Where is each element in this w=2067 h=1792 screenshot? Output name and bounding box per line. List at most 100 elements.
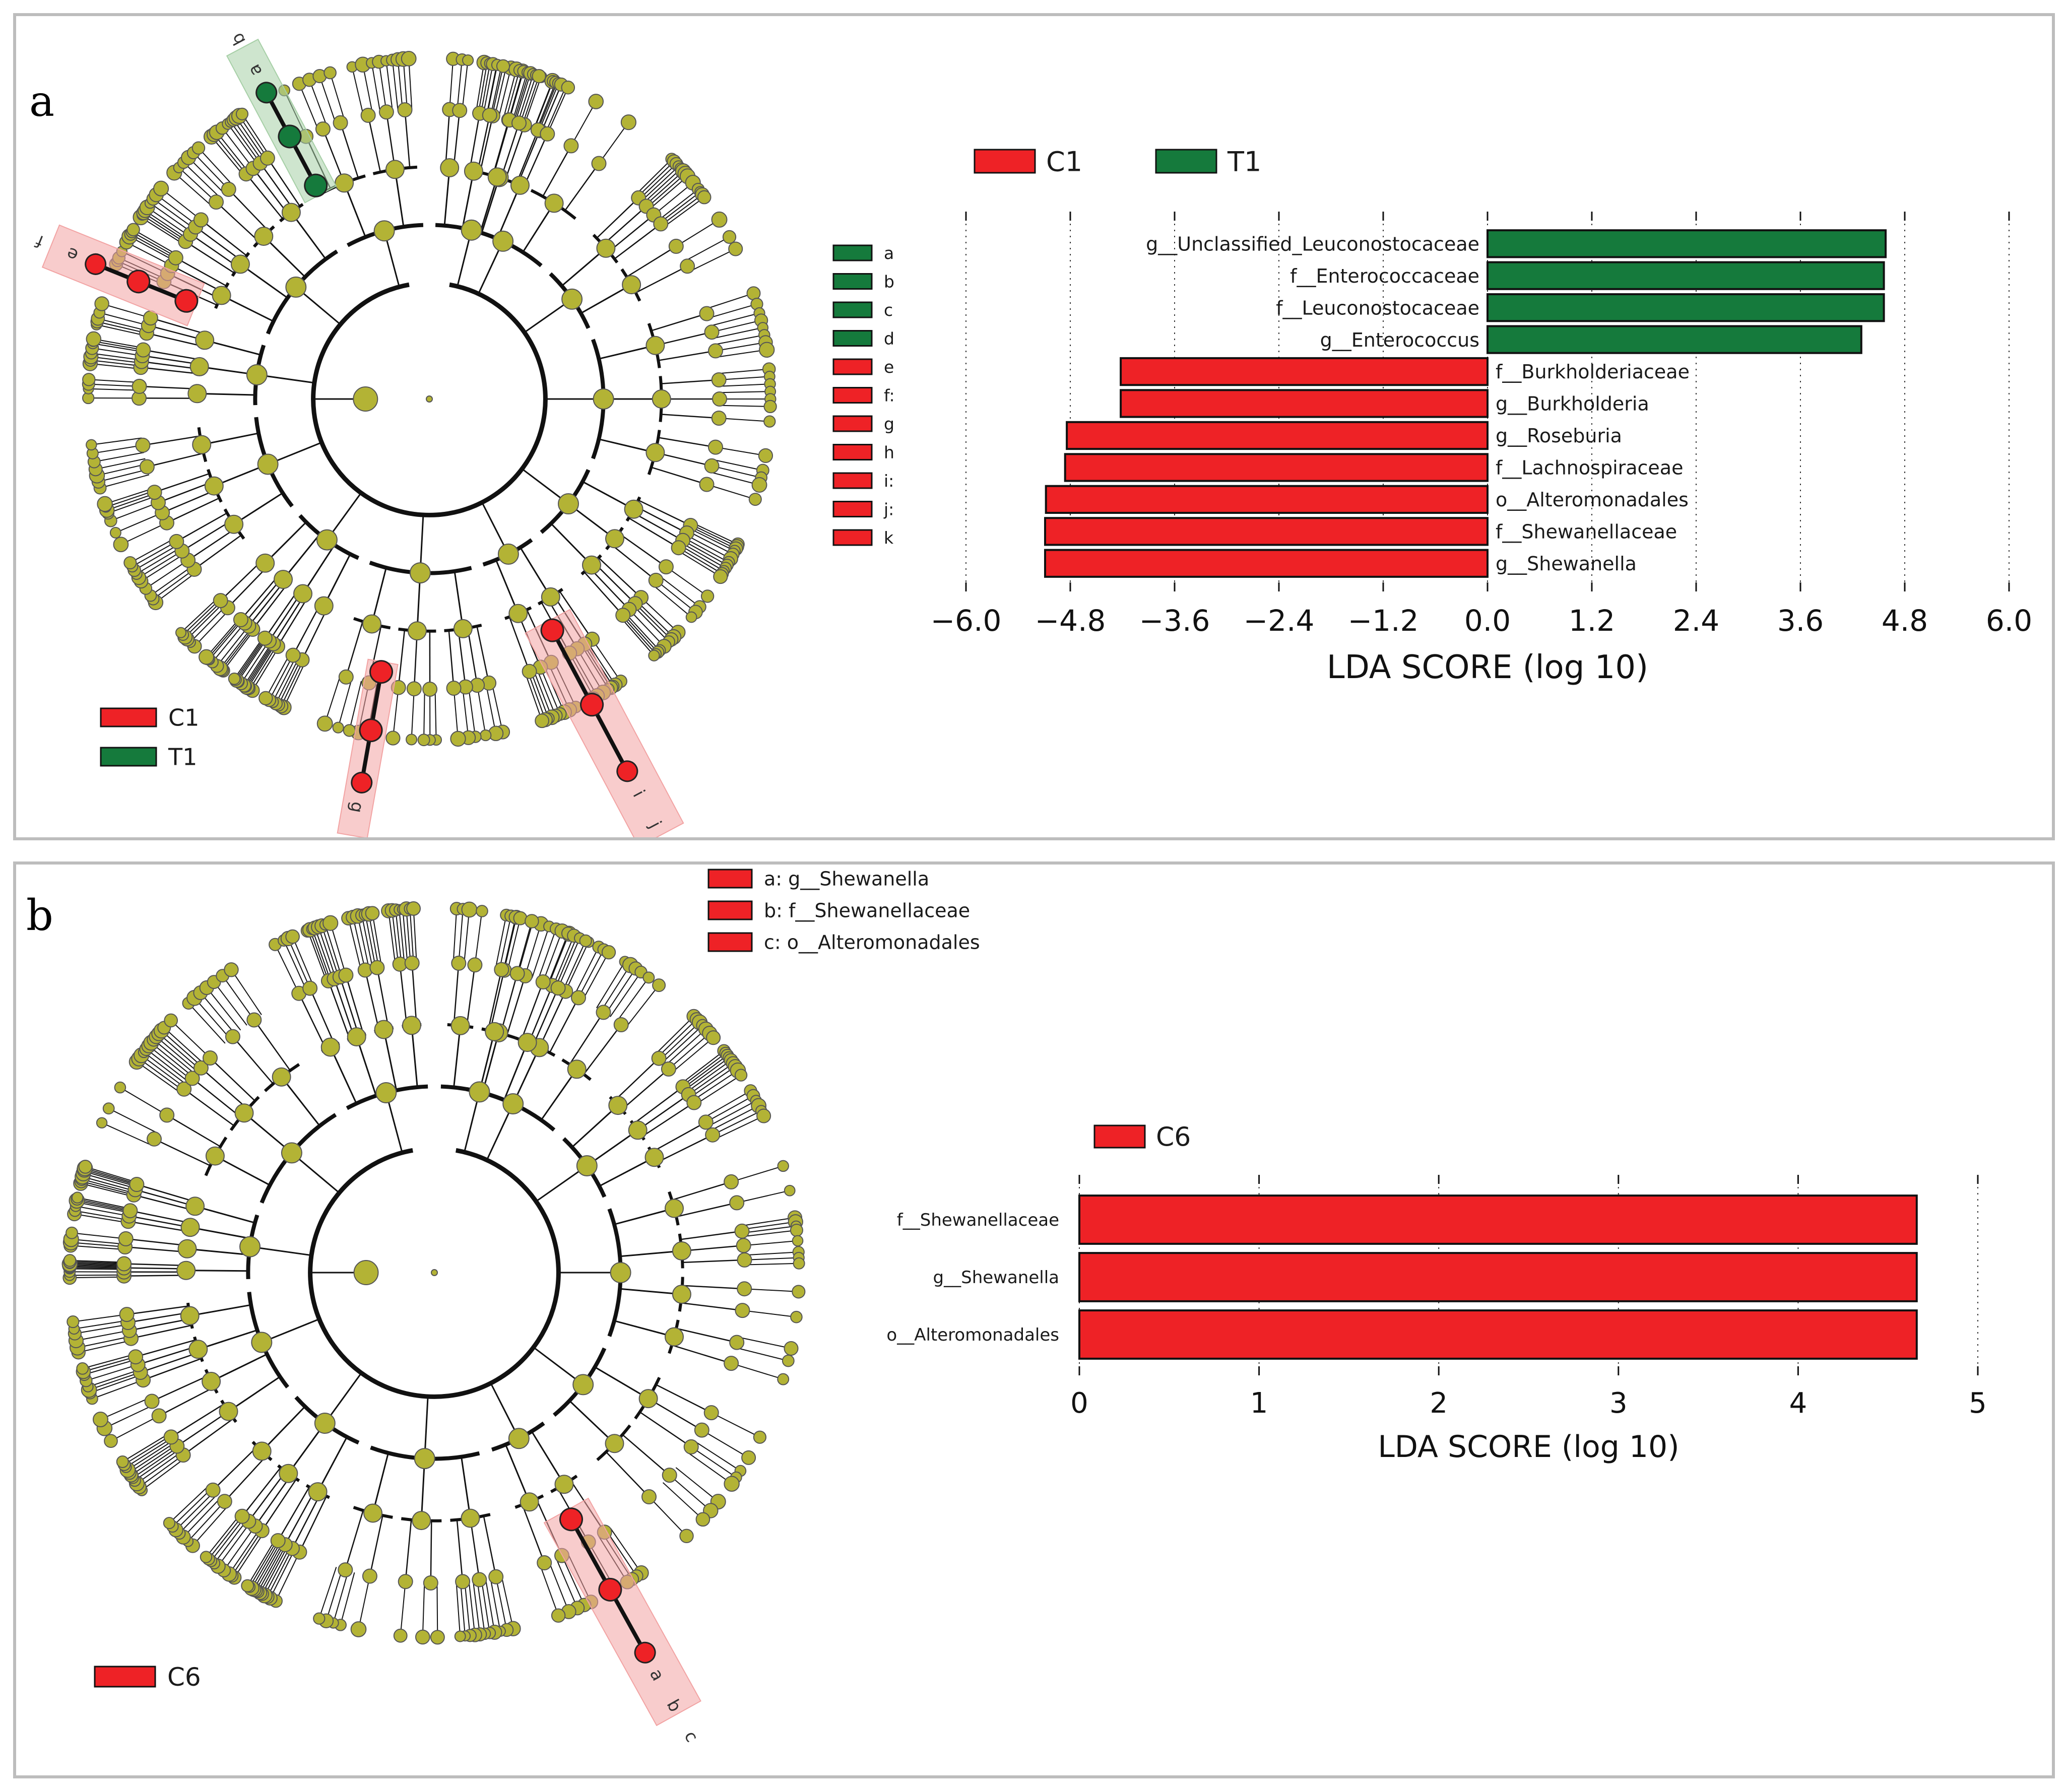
pb-branch [134, 1449, 180, 1481]
pa-node [440, 158, 460, 177]
pa-branch [710, 312, 760, 326]
pb-branch [70, 1262, 124, 1265]
pa-clade-node [580, 693, 604, 717]
pb-branch [284, 1490, 316, 1545]
pa-branch [655, 331, 712, 346]
pa-branch [658, 350, 716, 361]
pa-node [508, 604, 528, 623]
pb-branch [262, 1546, 288, 1595]
pb-branch [500, 973, 518, 1034]
pb-node [129, 1177, 145, 1192]
pb-branch [548, 933, 570, 984]
pb-branch [124, 1263, 186, 1267]
pb-branch [328, 980, 351, 1040]
pa-branch [101, 303, 151, 319]
pb-node [652, 978, 666, 992]
pa-branch [658, 188, 699, 221]
pb-branch [122, 1433, 169, 1463]
pb-branch [637, 1094, 689, 1131]
pb-branch [161, 1030, 203, 1068]
pb-branch [657, 1019, 697, 1057]
pa-node [708, 439, 723, 455]
pb-node [737, 1281, 752, 1297]
pb-branch [70, 1276, 124, 1279]
pb-node [642, 971, 655, 984]
pa-key-legend-label: f: [884, 385, 895, 405]
pa-branch [252, 168, 289, 215]
pb-branch [77, 1199, 131, 1211]
pa-branch [129, 236, 175, 261]
pa-bar [1045, 485, 1489, 514]
pa-clade-node [255, 82, 278, 104]
pb-branch [714, 1115, 764, 1140]
pb-branch [228, 1529, 261, 1574]
pb-branch [260, 1545, 287, 1594]
pa-branch [277, 596, 309, 647]
pa-branch [141, 553, 184, 582]
pa-branch [598, 122, 629, 164]
pb-branch [172, 1488, 212, 1527]
pa-branch [147, 207, 190, 237]
pa-branch [160, 188, 202, 221]
pb-bar-label: g__Shewanella [933, 1268, 1059, 1288]
pa-node [353, 386, 378, 412]
pb-node [792, 1285, 806, 1299]
pb-branch [222, 975, 255, 1021]
panel-a-canvas: abefghijkC1T1abcdef:ghi:j:kC1T1−6.0−4.8−… [33, 29, 2032, 865]
pb-branch [141, 1054, 185, 1088]
pa-node [257, 630, 273, 646]
pb-branch [212, 1446, 258, 1491]
pa-node [417, 734, 430, 747]
pa-branch [411, 689, 415, 740]
pb-node [78, 1160, 93, 1174]
pa-branch [598, 345, 656, 360]
pb-branch [648, 1398, 702, 1431]
pa-node [132, 378, 147, 394]
pa-node [480, 729, 492, 742]
pa-branch [221, 629, 253, 670]
pb-node [365, 906, 380, 921]
pb-branch [129, 1318, 191, 1332]
pb-branch [80, 1182, 134, 1198]
pb-branch [669, 1475, 711, 1511]
pb-branch [477, 1579, 485, 1634]
pb-node [508, 1428, 530, 1449]
pb-branch [660, 1022, 700, 1060]
pa-branch [679, 545, 725, 572]
pb-branch [309, 988, 336, 1046]
pa-bar-label: o__Alteromonadales [1496, 489, 1689, 511]
pa-node [136, 342, 151, 358]
pa-node [462, 54, 474, 67]
pa-branch [408, 58, 413, 110]
pb-branch [357, 916, 370, 969]
pa-branch [100, 474, 150, 489]
pb-branch [318, 926, 337, 979]
pb-node [476, 905, 488, 917]
pa-clade-node [304, 173, 328, 197]
pb-node [203, 1050, 218, 1066]
pb-branch [130, 1210, 191, 1224]
pa-branch [592, 639, 621, 682]
pb-branch [701, 1429, 749, 1458]
pa-node [492, 230, 514, 252]
pa-branch [267, 158, 301, 207]
pb-branch [744, 1257, 799, 1260]
pa-branch [713, 459, 763, 471]
pa-branch [216, 626, 249, 667]
pb-branch [665, 1028, 706, 1066]
pb-branch [392, 910, 399, 965]
pb-branch [231, 1530, 263, 1576]
pb-branch [179, 1494, 218, 1534]
pb-branch [84, 1169, 137, 1186]
pa-branch [534, 81, 554, 129]
pb-branch [742, 1225, 797, 1234]
pb-branch [707, 1100, 756, 1127]
pa-branch [533, 670, 552, 718]
pb-branch [552, 935, 574, 986]
pa-branch [252, 582, 289, 630]
pa-node [620, 114, 636, 130]
pb-branch [183, 1088, 235, 1126]
pa-branch [635, 505, 687, 534]
panel-b-letter: b [26, 891, 53, 940]
pa-branch [220, 560, 263, 601]
